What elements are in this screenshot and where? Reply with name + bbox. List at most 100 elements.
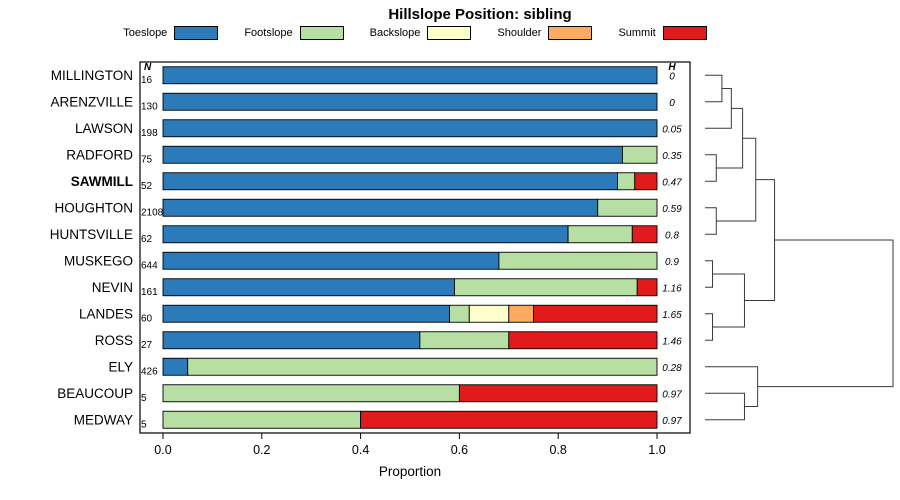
row-label: ELY [108,359,133,374]
dendrogram-link [757,239,894,388]
legend-item-summit: Summit [618,26,707,40]
x-tick-label: 0.6 [451,443,468,457]
bar-segment-toeslope [162,357,189,376]
row-label: MUSKEGO [64,253,133,268]
h-value: 1.16 [662,283,682,294]
bar-segment-summit [634,172,658,191]
h-value: 0.97 [662,416,682,427]
legend-swatch [427,26,472,40]
bar-segment-toeslope [162,304,450,323]
legend-swatch [299,26,344,40]
n-value: 198 [141,128,158,139]
bar-segment-toeslope [162,198,599,217]
bar-segment-toeslope [162,172,618,191]
dendrogram-link [705,207,717,235]
legend-swatch [548,26,593,40]
n-value: 644 [141,260,158,271]
n-value: 16 [141,75,153,86]
row-label: HOUGHTON [54,200,133,215]
n-value: 161 [141,287,158,298]
n-value: 75 [141,154,153,165]
h-value: 0.9 [665,257,679,268]
legend-label: Backslope [369,27,421,39]
dendrogram-link [716,107,744,169]
x-tick-label: 1.0 [648,443,665,457]
legend: Toeslope Footslope Backslope Shoulder Summit [90,26,740,40]
bar-segment-footslope [449,304,470,323]
bar-segment-footslope [454,278,638,297]
bar-segment-footslope [162,384,460,403]
x-tick-label: 0.4 [352,443,369,457]
legend-item-shoulder: Shoulder [497,26,593,40]
legend-swatch [174,26,219,40]
plot-border [139,61,691,434]
dendrogram-link [705,392,745,421]
bar-segment-footslope [498,251,658,270]
h-value: 0.8 [665,230,679,241]
h-header: H [668,62,676,73]
n-value: 60 [141,313,153,324]
bar-segment-summit [533,304,658,323]
bar-segment-summit [508,331,658,350]
bar-segment-shoulder [508,304,534,323]
h-value: 1.46 [662,336,682,347]
bar-segment-toeslope [162,66,658,85]
row-label: SAWMILL [71,174,133,189]
bar-segment-summit [360,410,658,429]
dendrogram-link [712,273,745,328]
row-label: RADFORD [66,147,133,162]
n-value: 62 [141,234,153,245]
legend-item-backslope: Backslope [370,26,472,40]
h-value: 0 [669,71,675,82]
h-value: 0.97 [662,389,682,400]
n-value: 2108 [141,207,164,218]
row-label: NEVIN [92,280,133,295]
x-tick-label: 0.8 [550,443,567,457]
row-label: BEAUCOUP [57,386,133,401]
h-value: 0 [669,98,675,109]
bar-segment-toeslope [162,278,455,297]
row-label: LAWSON [75,121,133,136]
n-value: 130 [141,101,158,112]
legend-item-footslope: Footslope [244,26,344,40]
x-tick-label: 0.2 [253,443,270,457]
h-value: 0.28 [662,363,682,374]
h-value: 0.05 [662,124,682,135]
bar-segment-footslope [419,331,510,350]
dendrogram-link [705,366,759,407]
h-value: 0.35 [662,151,682,162]
dendrogram-link [744,179,776,301]
dendrogram-link [705,88,732,129]
legend-label: Footslope [244,27,293,39]
legend-label: Toeslope [123,27,168,39]
h-value: 1.65 [662,310,682,321]
bar-segment-footslope [187,357,658,376]
dendrogram-link [705,313,714,341]
n-header: N [144,62,152,73]
legend-item-toeslope: Toeslope [123,26,219,40]
bar-segment-toeslope [162,119,658,138]
x-tick-label: 0.0 [154,443,171,457]
dendrogram-link [716,137,757,222]
bar-segment-backslope [468,304,510,323]
n-value: 426 [141,366,158,377]
bar-segment-toeslope [162,225,569,244]
bar-segment-footslope [617,172,636,191]
legend-label: Shoulder [497,27,542,39]
bar-segment-footslope [621,145,658,164]
x-axis-label: Proportion [379,464,441,479]
dendrogram-link [705,260,714,288]
bar-segment-summit [636,278,658,297]
bar-segment-toeslope [162,145,623,164]
bar-segment-toeslope [162,92,658,111]
bar-segment-footslope [597,198,658,217]
h-value: 0.47 [662,177,682,188]
row-label: HUNTSVILLE [50,227,133,242]
n-value: 5 [141,393,147,404]
bar-segment-footslope [162,410,362,429]
bar-segment-toeslope [162,331,421,350]
dendrogram-link [705,154,717,182]
dendrogram-link [705,74,723,103]
